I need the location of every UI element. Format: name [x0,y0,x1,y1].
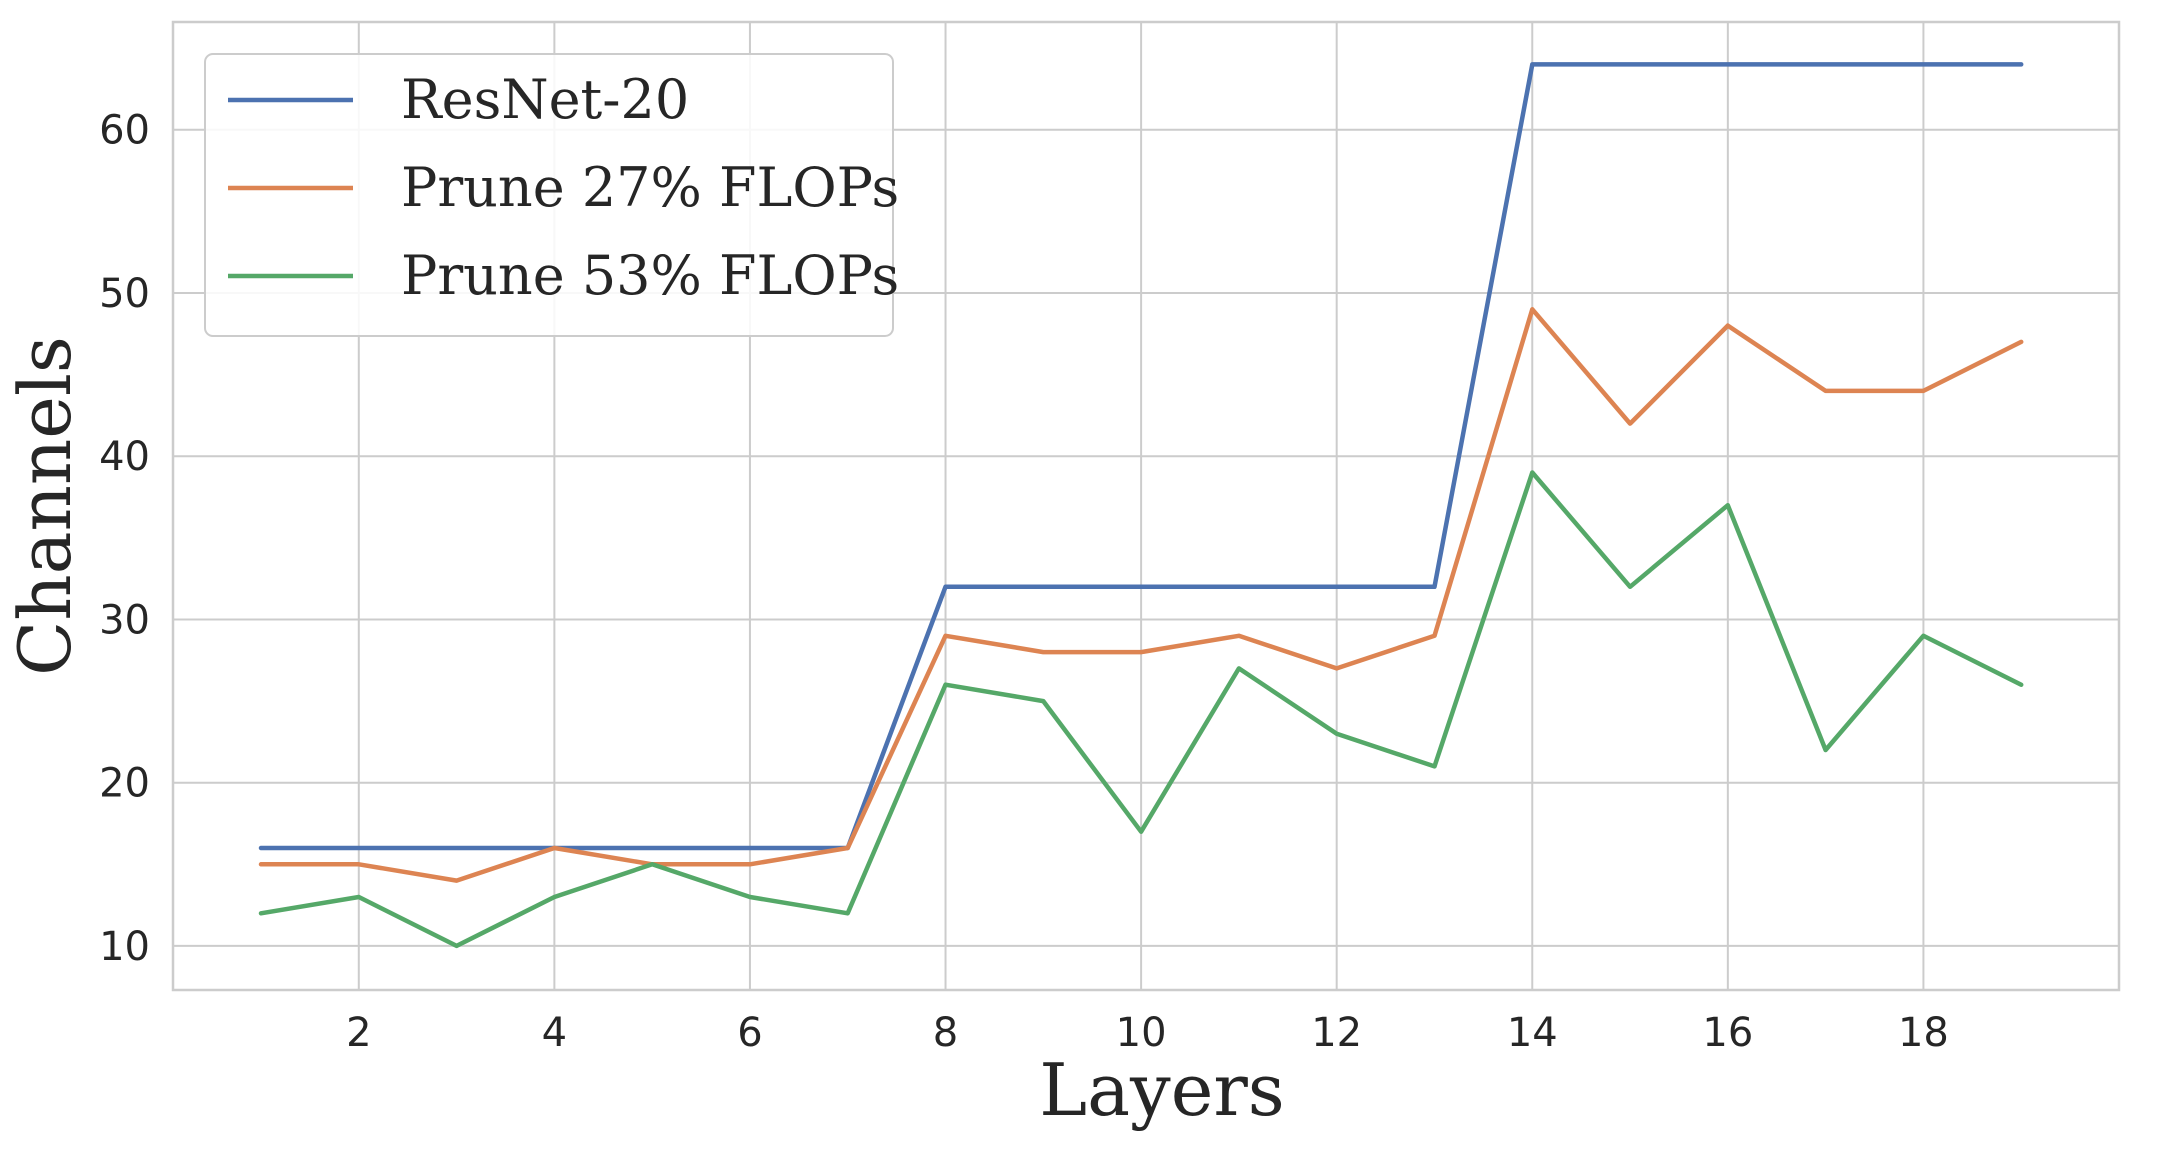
legend-label: Prune 27% FLOPs [401,156,899,219]
plot-frame [171,20,2121,992]
legend-label: ResNet-20 [401,68,689,131]
y-tick-label: 50 [99,271,150,317]
legend: ResNet-20 Prune 27% FLOPs Prune 53% FLOPs [204,53,899,337]
y-tick-label: 40 [99,434,150,480]
series-line-3 [258,470,2024,949]
y-tick-label: 10 [99,924,150,970]
y-tick-label: 20 [99,761,150,807]
x-tick-label: 10 [1116,1010,1167,1056]
x-tick-label: 14 [1507,1010,1558,1056]
x-tick-label: 2 [346,1010,371,1056]
y-tick-label: 60 [99,108,150,154]
x-tick-label: 12 [1311,1010,1362,1056]
x-tick-labels: 2 4 6 8 10 12 14 16 18 [346,1010,1949,1056]
y-axis-title: Channels [3,336,87,676]
x-axis-title: Layers [1039,1048,1284,1132]
x-tick-label: 4 [542,1010,567,1056]
legend-box [204,53,894,337]
y-tick-labels: 10 20 30 40 50 60 [99,108,150,970]
series-line-2 [258,307,2024,883]
x-tick-label: 18 [1898,1010,1949,1056]
y-tick-label: 30 [99,597,150,643]
x-tick-label: 8 [933,1010,958,1056]
legend-label: Prune 53% FLOPs [401,244,899,307]
series-lines [258,62,2024,949]
x-tick-label: 16 [1702,1010,1753,1056]
x-tick-label: 6 [737,1010,762,1056]
